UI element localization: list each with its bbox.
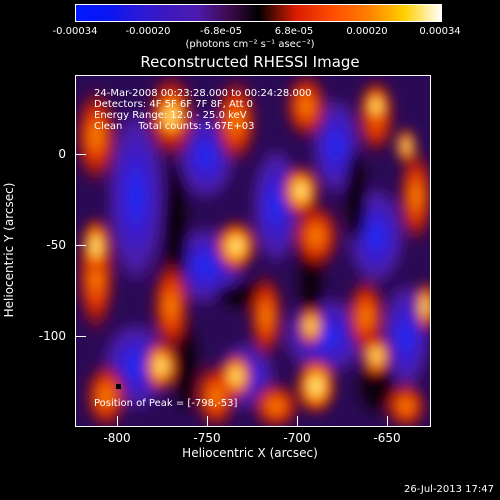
annotation-time: 24-Mar-2008 00:23:28.000 to 00:24:28.000 [94, 88, 312, 99]
y-tick-label: -100 [38, 329, 66, 343]
render-timestamp: 26-Jul-2013 17:47 [403, 484, 494, 495]
plot-title: Reconstructed RHESSI Image [140, 53, 360, 71]
colorbar [75, 4, 442, 22]
colorbar-tick: 0.00034 [419, 26, 461, 37]
colorbar-units: (photons cm⁻² s⁻¹ asec⁻²) [185, 39, 315, 50]
x-axis-label: Heliocentric X (arcsec) [182, 446, 318, 460]
x-tick-mark [207, 416, 208, 426]
colorbar-tick: -0.00020 [125, 26, 171, 37]
y-tick-mark [76, 245, 86, 246]
x-tick-label: -800 [103, 431, 131, 445]
y-tick-label: -50 [46, 238, 66, 252]
annotation-detectors: Detectors: 4F 5F 6F 7F 8F, Att 0 [94, 99, 254, 110]
x-tick-mark [387, 416, 388, 426]
annotation-energy: Energy Range: 12.0 - 25.0 keV [94, 110, 247, 121]
colorbar-tick: 6.8e-05 [274, 26, 314, 37]
colorbar-tick: 0.00020 [346, 26, 388, 37]
y-tick-mark [76, 154, 86, 155]
x-tick-label: -750 [193, 431, 221, 445]
colorbar-tick: -0.00034 [52, 26, 98, 37]
y-tick-mark [76, 336, 86, 337]
x-tick-label: -650 [373, 431, 401, 445]
annotation-peak: Position of Peak = [-798,-53] [94, 398, 238, 409]
reconstructed-image [76, 76, 430, 426]
x-tick-mark [297, 416, 298, 426]
peak-marker [116, 384, 121, 389]
y-axis-label: Heliocentric Y (arcsec) [2, 182, 16, 318]
x-tick-mark [117, 416, 118, 426]
annotation-clean: Clean Total counts: 5.67E+03 [94, 121, 255, 132]
y-tick-label: 0 [58, 147, 66, 161]
x-tick-label: -700 [283, 431, 311, 445]
colorbar-tick: -6.8e-05 [200, 26, 242, 37]
image-plot: 24-Mar-2008 00:23:28.000 to 00:24:28.000… [75, 75, 431, 427]
